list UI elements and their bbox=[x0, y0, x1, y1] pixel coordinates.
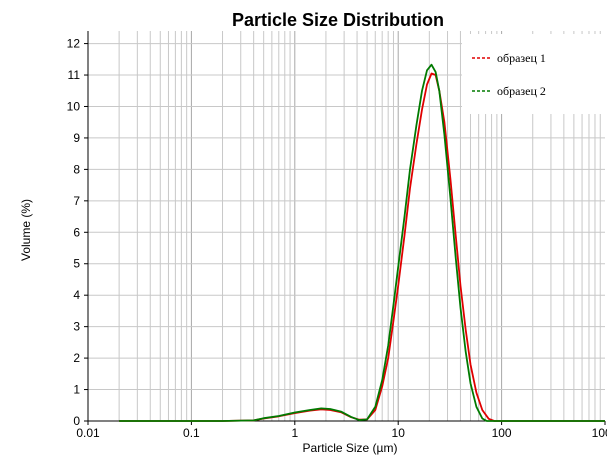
legend-box bbox=[462, 34, 605, 114]
grid bbox=[87, 31, 605, 422]
x-axis-label: Particle Size (µm) bbox=[303, 441, 398, 455]
y-tick-label: 10 bbox=[67, 99, 81, 113]
y-tick-label: 12 bbox=[67, 37, 81, 51]
chart-title: Particle Size Distribution bbox=[232, 10, 444, 30]
series-layer bbox=[119, 63, 605, 422]
x-tick-label: 1000 bbox=[592, 426, 607, 440]
x-tick-label: 100 bbox=[492, 426, 512, 440]
y-tick-label: 0 bbox=[73, 414, 80, 428]
y-tick-label: 5 bbox=[73, 257, 80, 271]
legend-label-2: образец 2 bbox=[497, 84, 546, 98]
y-tick-label: 2 bbox=[73, 351, 80, 365]
y-tick-label: 4 bbox=[73, 288, 80, 302]
y-tick-label: 9 bbox=[73, 131, 80, 145]
legend: образец 1 образец 2 bbox=[462, 34, 605, 114]
x-tick-label: 10 bbox=[392, 426, 406, 440]
x-tick-label: 0.01 bbox=[76, 426, 100, 440]
y-tick-label: 7 bbox=[73, 194, 80, 208]
y-tick-label: 6 bbox=[73, 225, 80, 239]
y-axis-label: Volume (%) bbox=[19, 199, 33, 261]
x-axis-ticks: 0.01 0.1 1 10 100 1000 bbox=[76, 421, 607, 440]
series-line-1 bbox=[119, 72, 605, 422]
y-tick-label: 11 bbox=[68, 68, 81, 82]
legend-label-1: образец 1 bbox=[497, 51, 546, 65]
x-tick-label: 0.1 bbox=[183, 426, 200, 440]
y-tick-label: 3 bbox=[73, 320, 80, 334]
x-tick-label: 1 bbox=[291, 426, 298, 440]
y-tick-label: 1 bbox=[73, 383, 80, 397]
y-tick-label: 8 bbox=[73, 162, 80, 176]
series-line-2 bbox=[119, 63, 605, 422]
